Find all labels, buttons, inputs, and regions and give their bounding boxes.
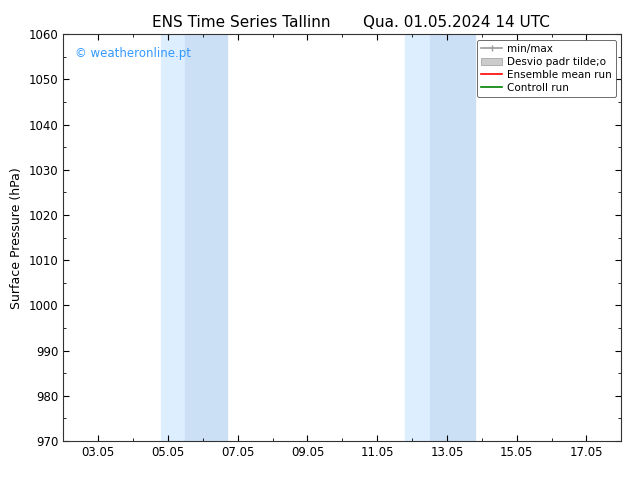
Y-axis label: Surface Pressure (hPa): Surface Pressure (hPa) — [10, 167, 23, 309]
Bar — [185, 34, 227, 441]
Bar — [405, 34, 430, 441]
Text: ENS Time Series Tallinn: ENS Time Series Tallinn — [152, 15, 330, 30]
Bar — [161, 34, 185, 441]
Text: © weatheronline.pt: © weatheronline.pt — [75, 47, 191, 59]
Bar — [430, 34, 475, 441]
Text: Qua. 01.05.2024 14 UTC: Qua. 01.05.2024 14 UTC — [363, 15, 550, 30]
Legend: min/max, Desvio padr tilde;o, Ensemble mean run, Controll run: min/max, Desvio padr tilde;o, Ensemble m… — [477, 40, 616, 97]
